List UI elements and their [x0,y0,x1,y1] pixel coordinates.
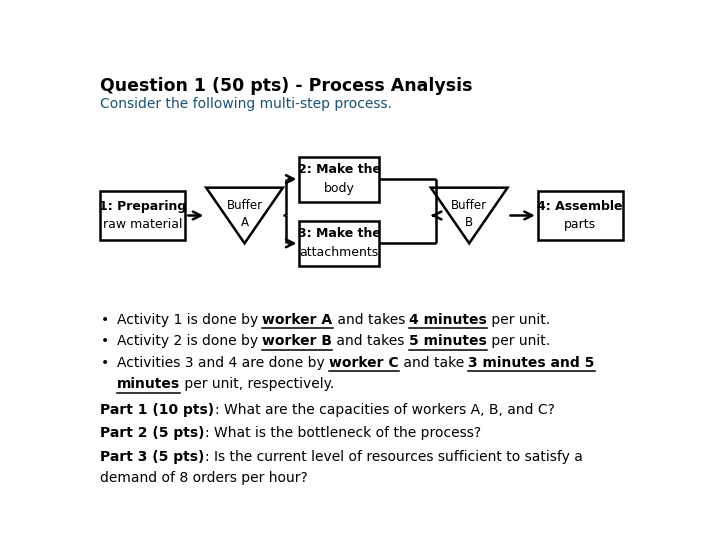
Text: and take: and take [399,356,468,370]
Bar [100,191,185,240]
Text: and takes: and takes [332,313,409,327]
Text: : What is the bottleneck of the process?: : What is the bottleneck of the process? [205,426,481,440]
Text: Part 3 (5 pts): Part 3 (5 pts) [100,450,205,464]
Bar [299,157,379,202]
Bar [538,191,623,240]
Text: Buffer: Buffer [451,199,487,212]
Text: per unit, respectively.: per unit, respectively. [180,377,334,391]
Bar [299,221,379,266]
Text: 4 minutes: 4 minutes [409,313,487,327]
Text: 1: Preparing: 1: Preparing [99,200,187,212]
Text: attachments: attachments [300,246,379,259]
Text: and takes: and takes [332,334,409,348]
Text: Part 2 (5 pts): Part 2 (5 pts) [100,426,205,440]
Text: Question 1 (50 pts) - Process Analysis: Question 1 (50 pts) - Process Analysis [100,77,473,96]
Text: A: A [240,216,249,229]
Text: 5 minutes: 5 minutes [409,334,487,348]
Text: parts: parts [564,219,596,231]
Text: Buffer: Buffer [226,199,262,212]
Text: Consider the following multi-step process.: Consider the following multi-step proces… [100,97,392,111]
Text: raw material: raw material [103,219,182,231]
Text: •: • [100,356,109,370]
Text: Part 1 (10 pts): Part 1 (10 pts) [100,403,214,417]
Text: Activity 2 is done by: Activity 2 is done by [117,334,262,348]
Text: Activity 1 is done by: Activity 1 is done by [117,313,262,327]
Text: per unit.: per unit. [487,334,550,348]
Polygon shape [206,188,283,244]
Text: worker A: worker A [262,313,332,327]
Text: 3: Make the: 3: Make the [298,227,380,240]
Text: Activities 3 and 4 are done by: Activities 3 and 4 are done by [117,356,329,370]
Text: 3 minutes and 5: 3 minutes and 5 [468,356,595,370]
Text: worker C: worker C [329,356,399,370]
Text: demand of 8 orders per hour?: demand of 8 orders per hour? [100,471,308,485]
Text: 2: Make the: 2: Make the [298,163,380,176]
Text: 4: Assemble: 4: Assemble [537,200,623,212]
Text: body: body [324,182,354,195]
Polygon shape [431,188,508,244]
Text: : Is the current level of resources sufficient to satisfy a: : Is the current level of resources suff… [205,450,583,464]
Text: minutes: minutes [117,377,180,391]
Text: •: • [100,334,109,348]
Text: •: • [100,313,109,327]
Text: : What are the capacities of workers A, B, and C?: : What are the capacities of workers A, … [214,403,554,417]
Text: B: B [465,216,473,229]
Text: worker B: worker B [262,334,332,348]
Text: per unit.: per unit. [487,313,550,327]
